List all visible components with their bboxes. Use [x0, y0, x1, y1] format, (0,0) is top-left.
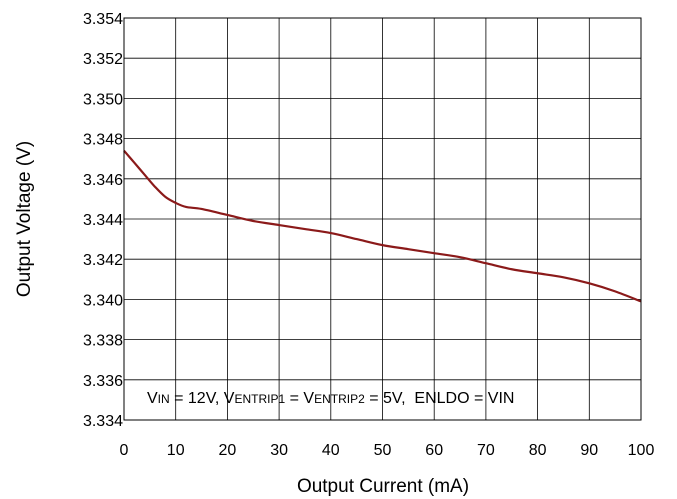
x-tick-label: 50	[374, 442, 392, 459]
annot-entrip2-sub: ENTRIP2	[314, 392, 365, 406]
annot-v1: V	[147, 390, 158, 407]
annot-eq-5: = 5V, ENLDO = VIN	[365, 390, 515, 407]
x-tick-label: 20	[219, 442, 237, 459]
conditions-annotation: VIN = 12V, VENTRIP1 = VENTRIP2 = 5V, ENL…	[147, 390, 514, 407]
y-tick-label: 3.334	[83, 413, 123, 430]
x-tick-label: 70	[477, 442, 495, 459]
x-tick-labels: 0 10 20 30 40 50 60 70 80 90 100	[120, 442, 655, 459]
y-tick-label: 3.338	[83, 333, 123, 350]
y-tick-label: 3.348	[83, 132, 123, 149]
x-tick-label: 90	[580, 442, 598, 459]
x-tick-label: 30	[270, 442, 288, 459]
annot-v3: V	[303, 390, 314, 407]
y-tick-labels: 3.334 3.336 3.338 3.340 3.342 3.344 3.346 3.348…	[83, 11, 123, 430]
x-tick-label: 0	[120, 442, 129, 459]
y-tick-label: 3.352	[83, 51, 123, 68]
annot-eq-12: = 12V,	[170, 390, 224, 407]
x-tick-label: 60	[425, 442, 443, 459]
y-axis-label: Output Voltage (V)	[14, 141, 35, 297]
series-line-output-voltage	[123, 149, 642, 303]
y-tick-label: 3.350	[83, 91, 123, 108]
plot-border	[123, 17, 642, 421]
annot-v2: V	[224, 390, 235, 407]
x-tick-label: 40	[322, 442, 340, 459]
y-tick-label: 3.340	[83, 292, 123, 309]
annot-in-sub: IN	[158, 392, 170, 406]
y-tick-label: 3.336	[83, 373, 123, 390]
x-tick-label: 10	[167, 442, 185, 459]
y-tick-label: 3.346	[83, 172, 123, 189]
x-axis-label: Output Current (mA)	[297, 476, 469, 497]
x-tick-label: 100	[628, 442, 655, 459]
annot-eq: =	[285, 390, 303, 407]
x-tick-label: 80	[529, 442, 547, 459]
y-tick-label: 3.344	[83, 212, 123, 229]
annot-entrip1-sub: ENTRIP1	[234, 392, 285, 406]
y-tick-label: 3.354	[83, 11, 123, 28]
y-tick-label: 3.342	[83, 252, 123, 269]
